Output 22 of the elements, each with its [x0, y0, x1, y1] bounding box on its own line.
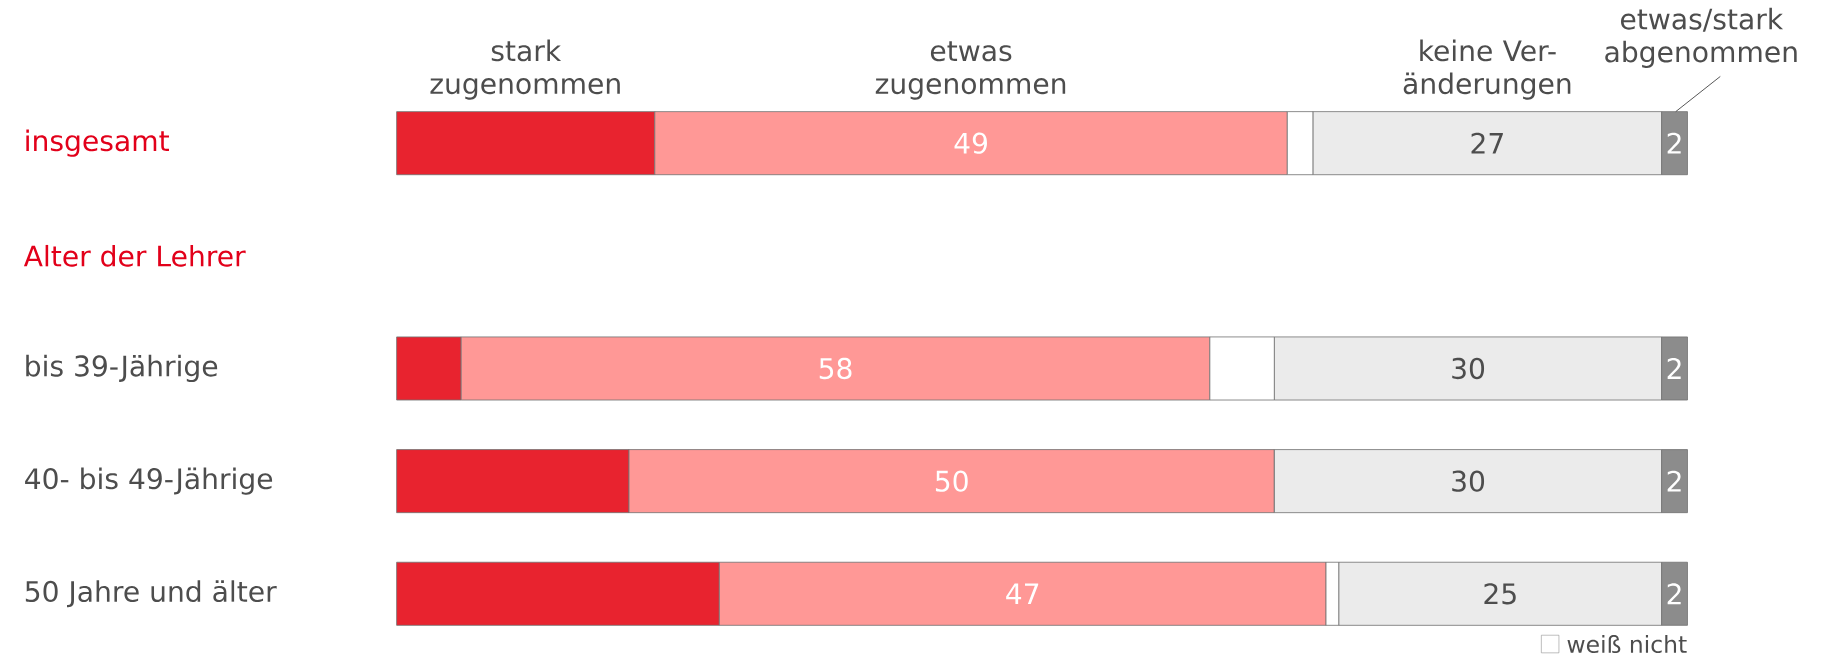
legend-label: weiß nicht: [1567, 635, 1687, 654]
data-label: 58: [819, 358, 852, 380]
y-tick-label: 40- bis 49-Jährige: [25, 467, 273, 495]
data-label: 50: [935, 470, 968, 493]
series-label: keine Ver- änderungen: [1403, 39, 1571, 100]
text: etwas/stark abgenommen: [1605, 8, 1797, 69]
data-label: 49: [954, 132, 987, 155]
y-tick-label: bis 39-Jährige: [26, 355, 218, 383]
data-label: 2: [1667, 132, 1681, 154]
data-label: 2: [1667, 358, 1681, 380]
y-tick-label: insgesamt: [26, 129, 169, 158]
y-tick-label: 50 Jahre und älter: [25, 580, 277, 608]
data-label: 47: [1006, 583, 1039, 605]
data-label: 25: [1484, 583, 1516, 605]
y-tick-label: Alter der Lehrer: [23, 245, 246, 267]
data-label: 2: [1667, 583, 1681, 605]
series-label: etwas zugenommen: [875, 41, 1066, 100]
series-label: stark zugenommen: [430, 39, 620, 100]
data-label: 2: [1667, 470, 1681, 492]
data-label: 30: [1452, 358, 1485, 380]
data-label: 30: [1452, 470, 1485, 493]
data-label: 27: [1471, 132, 1503, 154]
